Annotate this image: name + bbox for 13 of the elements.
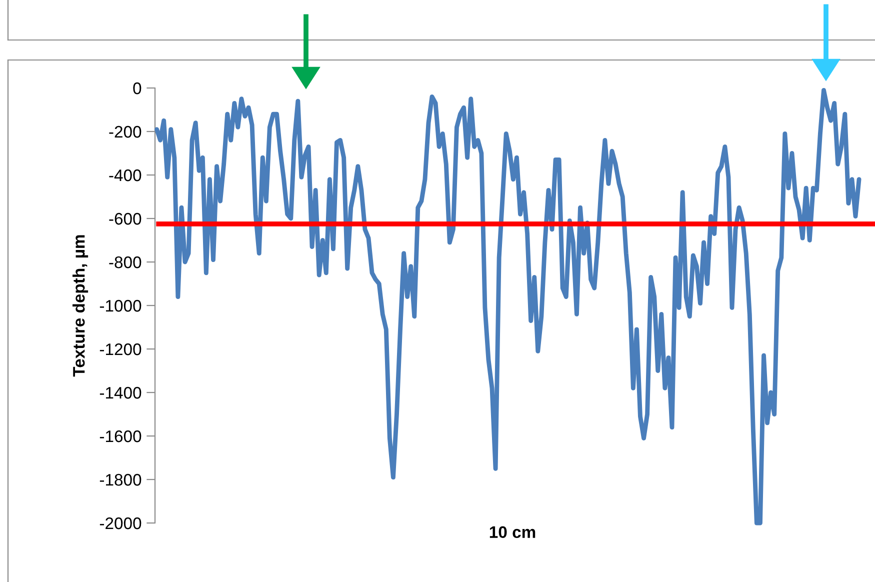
y-tick-label: -1400 bbox=[100, 386, 142, 399]
y-tick-label: -1000 bbox=[100, 300, 142, 312]
y-tick-label: 0 bbox=[133, 82, 142, 94]
y-tick-label: -400 bbox=[109, 169, 142, 182]
y-tick-label: -1200 bbox=[100, 343, 142, 356]
y-tick-label: -2000 bbox=[100, 517, 142, 530]
x-axis-title: 10 cm bbox=[490, 526, 536, 538]
y-tick-label: -600 bbox=[109, 212, 142, 225]
y-axis-title: Texture depth, µm bbox=[72, 235, 88, 377]
y-tick-label: -800 bbox=[109, 256, 142, 268]
y-tick-label: -1600 bbox=[100, 430, 142, 442]
y-tick-label: -200 bbox=[109, 126, 142, 138]
y-tick-label: -1800 bbox=[100, 474, 142, 486]
